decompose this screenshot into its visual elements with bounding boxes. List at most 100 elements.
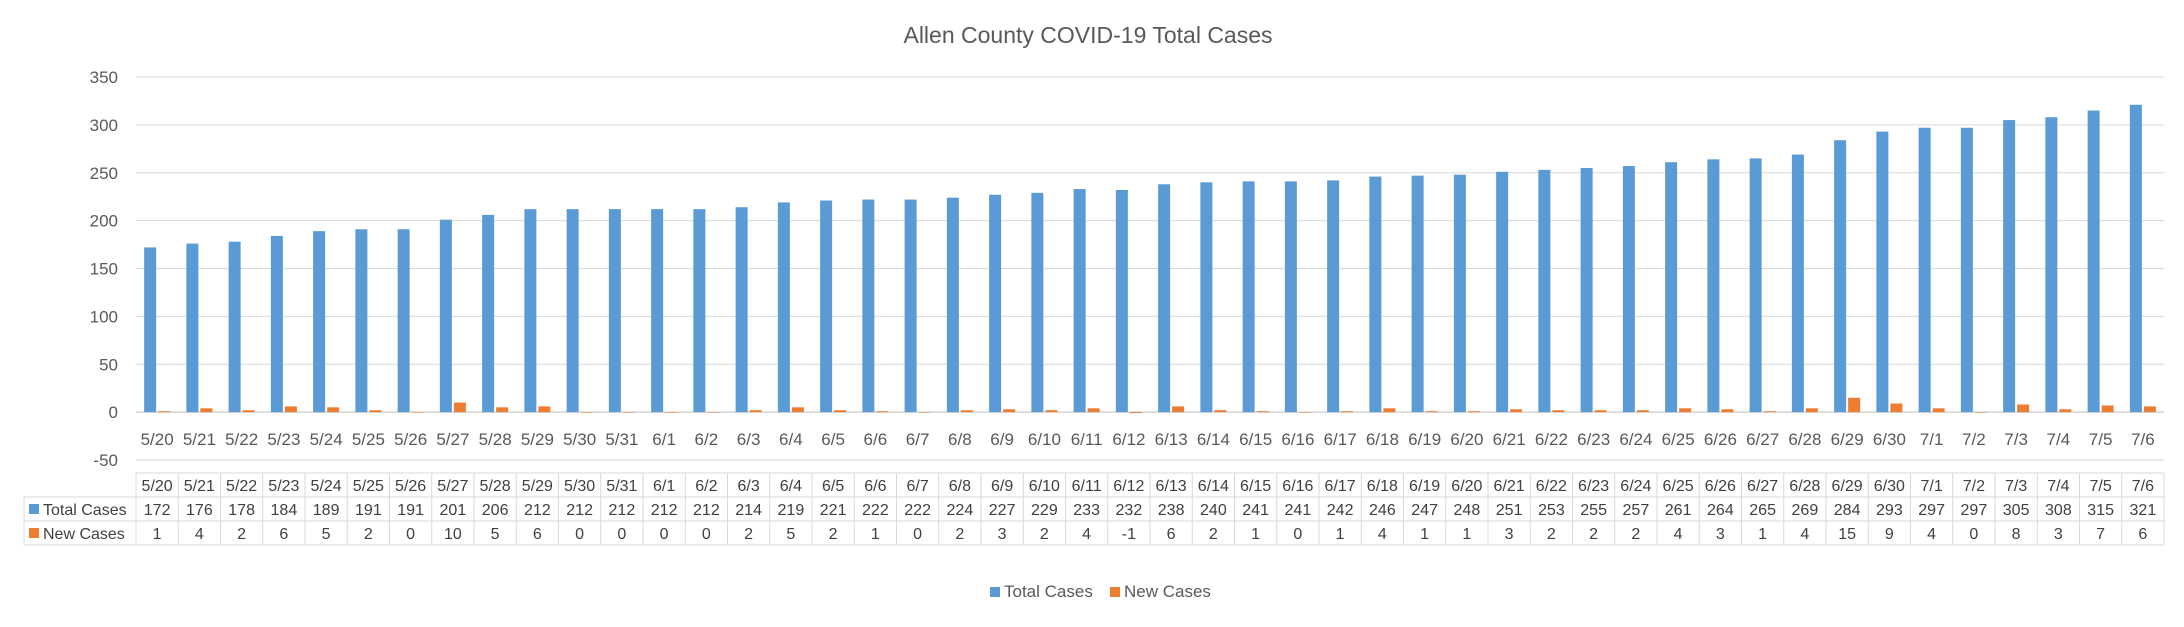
bar-new-cases (1721, 409, 1734, 413)
bar-new-cases (1256, 411, 1269, 413)
table-header-cell: 6/23 (1578, 478, 1609, 495)
table-cell-new-cases: 2 (1631, 526, 1640, 543)
table-header-cell: 5/26 (395, 478, 426, 495)
x-tick-label: 5/20 (141, 430, 174, 449)
table-cell-new-cases: 5 (491, 526, 500, 543)
x-tick-label: 5/29 (521, 430, 554, 449)
table-cell-new-cases: 0 (660, 526, 669, 543)
bar-total-cases (2045, 117, 2058, 413)
table-cell-new-cases: 1 (1758, 526, 1767, 543)
x-tick-label: 6/16 (1281, 430, 1314, 449)
x-tick-label: 6/26 (1704, 430, 1737, 449)
bar-total-cases (1960, 127, 1973, 413)
bar-new-cases (1298, 412, 1311, 413)
y-tick-label: -50 (93, 451, 118, 470)
table-cell-total-cases: 214 (735, 502, 762, 519)
y-tick-label: 150 (90, 260, 118, 279)
table-cell-total-cases: 297 (1918, 502, 1945, 519)
row-legend-key (29, 528, 39, 538)
table-cell-total-cases: 178 (228, 502, 255, 519)
bar-new-cases (538, 406, 551, 413)
bar-total-cases (2003, 120, 2016, 413)
table-cell-total-cases: 321 (2130, 502, 2157, 519)
table-cell-total-cases: 233 (1073, 502, 1100, 519)
table-header-cell: 5/21 (184, 478, 215, 495)
bar-total-cases (1580, 167, 1593, 413)
table-cell-total-cases: 222 (904, 502, 931, 519)
table-header-cell: 6/17 (1325, 478, 1356, 495)
x-tick-label: 6/7 (906, 430, 930, 449)
table-cell-total-cases: 212 (524, 502, 551, 519)
table-header-cell: 6/18 (1367, 478, 1398, 495)
table-header-cell: 6/19 (1409, 478, 1440, 495)
bar-total-cases (186, 243, 199, 413)
table-header-cell: 6/7 (907, 478, 929, 495)
x-tick-label: 7/1 (1920, 430, 1944, 449)
table-cell-total-cases: 297 (1961, 502, 1988, 519)
table-cell-total-cases: 176 (186, 502, 213, 519)
x-tick-label: 7/3 (2004, 430, 2028, 449)
bar-total-cases (1242, 181, 1255, 413)
table-cell-new-cases: 0 (702, 526, 711, 543)
table-cell-new-cases: 3 (998, 526, 1007, 543)
table-cell-new-cases: 4 (1800, 526, 1809, 543)
table-cell-new-cases: 6 (1167, 526, 1176, 543)
table-header-cell: 6/8 (949, 478, 971, 495)
legend-key-total-cases (990, 587, 1000, 597)
bar-total-cases (862, 199, 875, 413)
table-cell-total-cases: 191 (397, 502, 424, 519)
bar-new-cases (876, 411, 889, 413)
bar-total-cases (1834, 140, 1847, 413)
bar-total-cases (228, 241, 241, 413)
table-header-cell: 6/11 (1072, 478, 1102, 495)
bar-new-cases (1763, 411, 1776, 413)
table-header-cell: 5/24 (311, 478, 342, 495)
bar-new-cases (580, 412, 593, 413)
table-cell-new-cases: 3 (1716, 526, 1725, 543)
table-header-cell: 6/12 (1113, 478, 1144, 495)
bar-new-cases (369, 410, 382, 413)
table-header-cell: 6/24 (1620, 478, 1651, 495)
bar-total-cases (1411, 175, 1424, 413)
x-tick-label: 5/23 (267, 430, 300, 449)
table-cell-total-cases: 241 (1285, 502, 1312, 519)
table-cell-total-cases: 224 (947, 502, 974, 519)
bar-total-cases (1158, 184, 1171, 413)
table-cell-total-cases: 219 (778, 502, 805, 519)
table-cell-total-cases: 261 (1665, 502, 1692, 519)
table-cell-new-cases: 0 (575, 526, 584, 543)
table-header-cell: 6/28 (1789, 478, 1820, 495)
table-cell-total-cases: 227 (989, 502, 1016, 519)
table-cell-total-cases: 293 (1876, 502, 1903, 519)
bar-new-cases (453, 402, 466, 413)
table-cell-total-cases: 308 (2045, 502, 2072, 519)
bar-new-cases (2059, 409, 2072, 413)
table-header-cell: 5/23 (268, 478, 299, 495)
table-header-cell: 5/27 (437, 478, 468, 495)
x-tick-label: 6/27 (1746, 430, 1779, 449)
table-header-cell: 6/30 (1874, 478, 1905, 495)
table-cell-new-cases: 2 (237, 526, 246, 543)
x-tick-label: 6/12 (1112, 430, 1145, 449)
table-cell-new-cases: -1 (1122, 526, 1136, 543)
table-cell-total-cases: 212 (566, 502, 593, 519)
bar-total-cases (1918, 127, 1931, 413)
table-cell-new-cases: 4 (1927, 526, 1936, 543)
bar-total-cases (904, 199, 917, 413)
table-header-cell: 6/20 (1451, 478, 1482, 495)
data-table: 5/2017215/2117645/2217825/2318465/241895… (23, 472, 2165, 546)
table-header-cell: 7/6 (2132, 478, 2154, 495)
table-header-cell: 6/2 (695, 478, 717, 495)
bar-new-cases (496, 407, 509, 413)
table-cell-total-cases: 284 (1834, 502, 1861, 519)
table-cell-total-cases: 232 (1116, 502, 1143, 519)
x-tick-label: 6/17 (1324, 430, 1357, 449)
bar-total-cases (566, 209, 579, 413)
x-tick-label: 6/15 (1239, 430, 1272, 449)
bar-new-cases (200, 408, 213, 413)
x-tick-label: 6/6 (864, 430, 888, 449)
table-cell-total-cases: 247 (1411, 502, 1438, 519)
table-cell-new-cases: 1 (1462, 526, 1471, 543)
bar-new-cases (242, 410, 255, 413)
table-cell-new-cases: 2 (1209, 526, 1218, 543)
